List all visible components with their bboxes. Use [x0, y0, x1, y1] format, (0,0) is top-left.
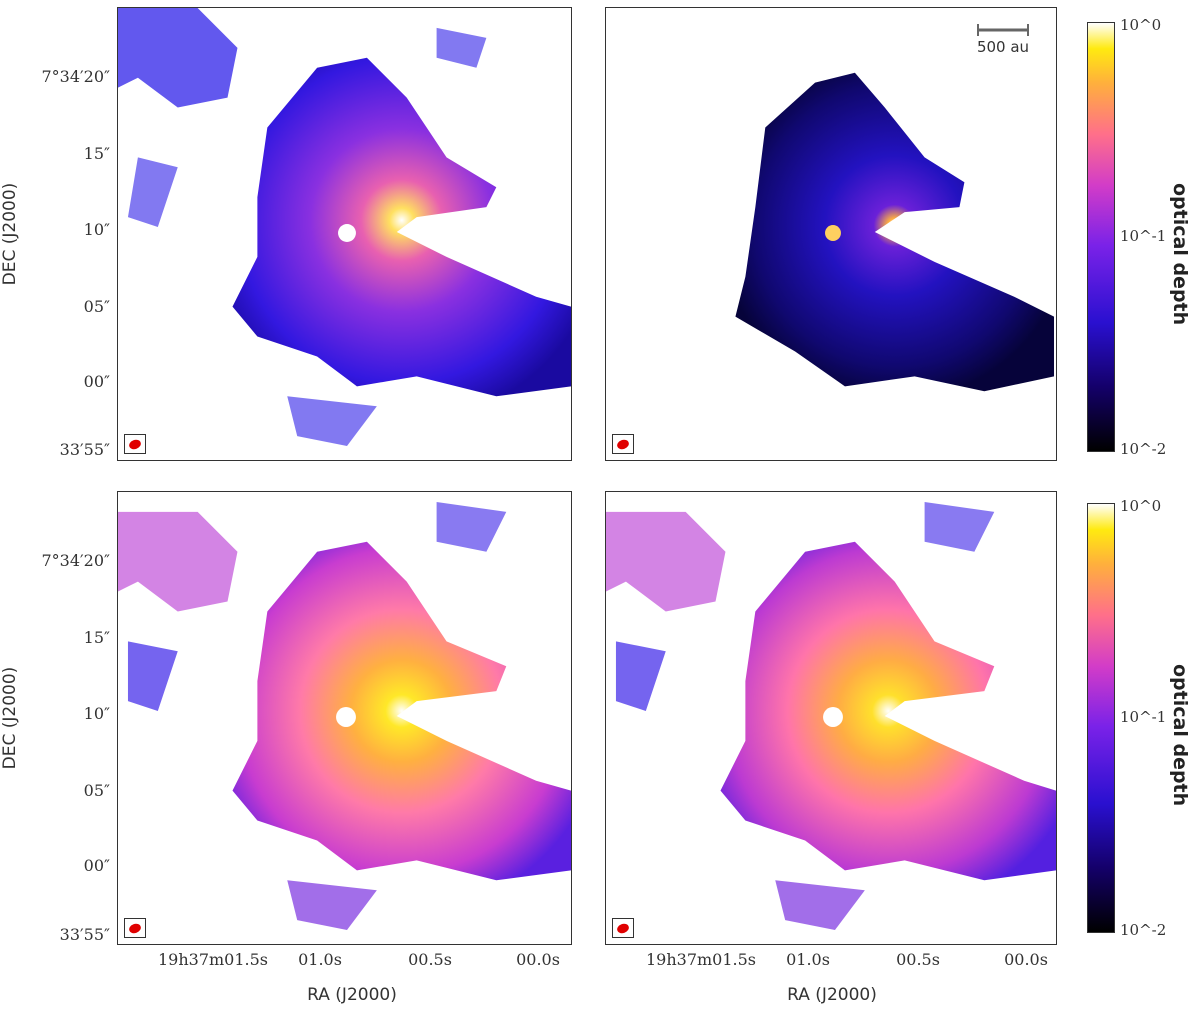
y-tick-label: 7°34′20″ — [41, 67, 110, 86]
x-tick-label: 01.0s — [786, 950, 830, 969]
optical-depth-map-bottom-right — [606, 501, 1056, 931]
x-tick-label: 19h37m01.5s — [645, 950, 757, 969]
y-tick-label: 05″ — [83, 781, 110, 800]
y-tick-label: 00″ — [83, 372, 110, 391]
colorbar-title: optical depth — [1169, 183, 1191, 326]
colorbar-tick-label: 10^-1 — [1120, 227, 1167, 245]
y-tick-label: 10″ — [83, 220, 110, 239]
map-panel-bottom-left — [117, 491, 572, 945]
y-axis-title: DEC (J2000) — [0, 666, 20, 770]
y-axis-title: DEC (J2000) — [0, 182, 20, 286]
colorbar-bottom — [1087, 503, 1115, 933]
colorbar-top — [1087, 22, 1115, 452]
colorbar-tick-label: 10^-1 — [1120, 708, 1167, 726]
x-tick-label: 00.5s — [408, 950, 452, 969]
y-tick-label: 10″ — [83, 704, 110, 723]
optical-depth-map-top-left — [118, 8, 571, 447]
x-tick-label: 00.0s — [1004, 950, 1048, 969]
colorbar-tick-label: 10^-2 — [1120, 921, 1167, 939]
x-tick-label: 01.0s — [298, 950, 342, 969]
beam-box — [612, 918, 634, 938]
y-tick-label: 33′55″ — [59, 925, 110, 944]
beam-box — [612, 434, 634, 454]
x-tick-label: 19h37m01.5s — [157, 950, 269, 969]
x-tick-label: 00.0s — [516, 950, 560, 969]
scale-bar-label: 500 au — [976, 38, 1030, 56]
y-tick-label: 05″ — [83, 297, 110, 316]
colorbar-tick-label: 10^0 — [1120, 497, 1162, 515]
map-panel-bottom-right — [605, 491, 1057, 945]
x-tick-label: 00.5s — [896, 950, 940, 969]
colorbar-tick-label: 10^-2 — [1120, 440, 1167, 458]
y-tick-label: 7°34′20″ — [41, 551, 110, 570]
beam-ellipse — [127, 922, 143, 935]
map-panel-top-left — [117, 7, 572, 461]
beam-ellipse — [615, 922, 631, 935]
scale-bar: 500 au — [972, 22, 1034, 56]
beam-box — [124, 918, 146, 938]
beam-box — [124, 434, 146, 454]
x-axis-title: RA (J2000) — [307, 985, 397, 1005]
colorbar-tick-label: 10^0 — [1120, 16, 1162, 34]
map-panel-top-right: 500 au — [605, 7, 1057, 461]
y-tick-label: 00″ — [83, 856, 110, 875]
beam-ellipse — [615, 438, 631, 451]
optical-depth-map-bottom-left — [118, 501, 571, 931]
beam-ellipse — [127, 438, 143, 451]
y-tick-label: 15″ — [83, 144, 110, 163]
y-tick-label: 15″ — [83, 628, 110, 647]
colorbar-title: optical depth — [1169, 664, 1191, 807]
scale-bar-line — [977, 24, 1029, 36]
y-tick-label: 33′55″ — [59, 440, 110, 459]
optical-depth-map-top-right — [735, 72, 1055, 392]
x-axis-title: RA (J2000) — [787, 985, 877, 1005]
